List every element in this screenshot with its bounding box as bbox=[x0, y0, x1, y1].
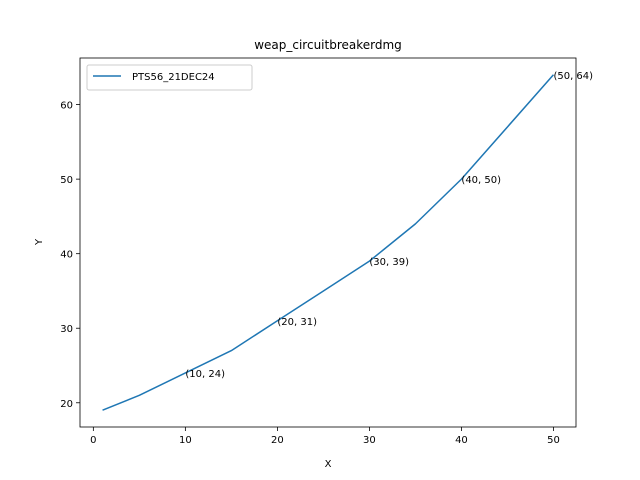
annotation-layer: (10, 24) (20, 31) (30, 39) (40, 50) (50, 64) bbox=[185, 71, 593, 380]
data-label: (50, 64) bbox=[553, 71, 593, 82]
y-tick-label: 50 bbox=[60, 175, 73, 186]
legend: PTS56_21DEC24 bbox=[86, 64, 253, 91]
chart-title: weap_circuitbreakerdmg bbox=[254, 38, 402, 52]
data-label: (20, 31) bbox=[277, 317, 317, 328]
data-label: (10, 24) bbox=[185, 369, 225, 380]
x-tick-label: 20 bbox=[271, 435, 284, 446]
data-label: (40, 50) bbox=[461, 175, 501, 186]
plot-area bbox=[80, 58, 576, 427]
y-tick-label: 20 bbox=[60, 399, 73, 410]
x-tick-label: 40 bbox=[455, 435, 468, 446]
axes-frame bbox=[79, 57, 577, 428]
y-axis-label: Y bbox=[34, 238, 45, 246]
x-tick-label: 50 bbox=[547, 435, 560, 446]
y-tick-label: 40 bbox=[60, 250, 73, 261]
x-tick-label: 10 bbox=[179, 435, 192, 446]
series-layer bbox=[102, 74, 555, 411]
y-tick-label: 60 bbox=[60, 101, 73, 112]
axes-layer: 0 10 20 30 40 50 20 30 40 50 60 bbox=[60, 57, 577, 446]
y-tick-label: 30 bbox=[60, 324, 73, 335]
data-label: (30, 39) bbox=[369, 257, 409, 268]
legend-label: PTS56_21DEC24 bbox=[132, 72, 215, 83]
x-axis-label: X bbox=[325, 459, 332, 470]
series-line-0 bbox=[102, 74, 555, 411]
x-tick-label: 30 bbox=[363, 435, 376, 446]
legend-box bbox=[86, 64, 253, 91]
x-tick-label: 0 bbox=[90, 435, 96, 446]
